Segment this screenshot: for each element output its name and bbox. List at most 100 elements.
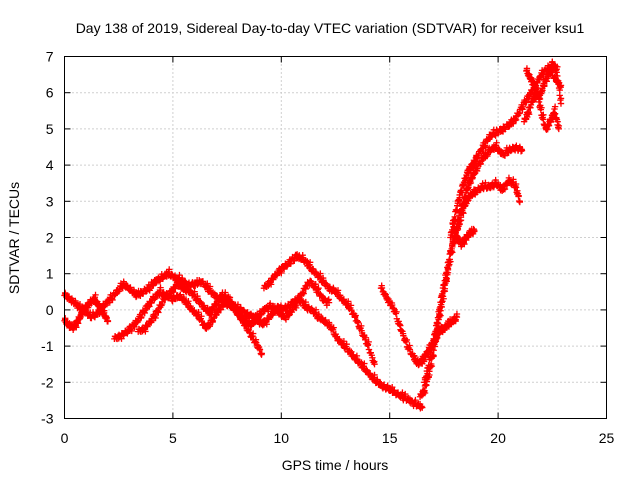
y-tick-label: -2 xyxy=(41,374,54,390)
data-point xyxy=(330,324,337,331)
data-point xyxy=(436,304,444,312)
points-layer xyxy=(61,58,565,412)
data-point xyxy=(371,371,378,379)
data-point xyxy=(73,324,80,331)
x-tick-label: 15 xyxy=(382,430,398,446)
data-point xyxy=(278,269,285,277)
data-point xyxy=(403,336,410,344)
data-point xyxy=(518,147,526,154)
data-point xyxy=(299,289,307,296)
series-sat-k xyxy=(449,217,478,250)
data-point xyxy=(481,142,488,149)
series-sat-e xyxy=(260,251,378,368)
data-point xyxy=(493,139,500,146)
data-point xyxy=(439,290,446,298)
data-point xyxy=(525,111,533,118)
data-point xyxy=(421,389,429,397)
data-point xyxy=(467,179,475,187)
data-point xyxy=(104,317,112,324)
data-point xyxy=(434,320,442,327)
data-point xyxy=(292,304,300,312)
data-point xyxy=(441,277,449,284)
data-point xyxy=(505,123,513,131)
data-point xyxy=(419,404,426,411)
series-sat-d xyxy=(135,278,265,358)
data-point xyxy=(365,338,372,346)
data-point xyxy=(287,260,295,267)
data-point xyxy=(204,280,211,287)
y-tick-label: 4 xyxy=(46,157,54,173)
data-point xyxy=(432,330,440,337)
data-point xyxy=(306,259,314,266)
data-point xyxy=(354,318,361,325)
data-point xyxy=(495,145,502,153)
data-point xyxy=(393,308,400,316)
data-point xyxy=(348,306,355,314)
y-tick-label: 0 xyxy=(46,302,54,318)
data-point xyxy=(453,313,461,321)
data-point xyxy=(461,240,468,248)
data-point xyxy=(314,286,322,293)
data-point xyxy=(166,266,173,273)
data-point xyxy=(362,334,370,341)
ticks-layer: 0 5 10 15 20 25 -3 -2 -1 0 1 2 3 4 5 6 7 xyxy=(41,49,614,447)
data-point xyxy=(148,299,155,306)
data-point xyxy=(99,302,106,310)
data-point xyxy=(273,309,281,317)
data-point xyxy=(128,327,135,335)
data-point xyxy=(283,307,290,314)
data-point xyxy=(195,309,202,316)
data-point xyxy=(395,318,402,325)
data-point xyxy=(406,346,414,353)
data-point xyxy=(92,291,99,299)
data-point xyxy=(555,125,563,133)
y-tick-label: -3 xyxy=(41,411,54,427)
y-tick-label: -1 xyxy=(41,338,54,354)
data-point xyxy=(263,321,270,328)
data-point xyxy=(118,335,125,342)
data-point xyxy=(142,328,149,335)
data-point xyxy=(239,313,247,320)
series-sat-l xyxy=(520,89,563,133)
data-point xyxy=(538,104,545,111)
data-point xyxy=(445,256,453,264)
data-point xyxy=(399,389,406,396)
data-point xyxy=(191,288,198,295)
data-point xyxy=(554,63,561,71)
data-point xyxy=(249,330,257,337)
data-point xyxy=(317,270,324,277)
data-point xyxy=(434,314,442,321)
data-point xyxy=(371,361,378,368)
data-point xyxy=(382,291,389,298)
data-point xyxy=(302,285,309,293)
data-point xyxy=(258,350,265,357)
data-point xyxy=(312,280,319,288)
data-point xyxy=(361,360,368,367)
data-point xyxy=(418,403,425,410)
x-tick-label: 25 xyxy=(599,430,615,446)
x-tick-label: 5 xyxy=(169,430,177,446)
data-point xyxy=(350,351,357,359)
data-point xyxy=(396,321,403,328)
y-tick-label: 3 xyxy=(46,193,54,209)
data-point xyxy=(479,147,486,155)
y-tick-label: 1 xyxy=(46,266,54,282)
data-point xyxy=(246,329,253,337)
data-point xyxy=(228,298,236,306)
data-point xyxy=(426,364,433,371)
grid-layer xyxy=(64,56,607,419)
chart-title: Day 138 of 2019, Sidereal Day-to-day VTE… xyxy=(76,20,585,36)
data-point xyxy=(459,189,466,197)
data-point xyxy=(108,295,116,302)
data-point xyxy=(285,312,293,319)
data-point xyxy=(378,284,386,292)
data-point xyxy=(519,103,527,110)
y-axis-label: SDTVAR / TECUs xyxy=(6,182,22,294)
data-point xyxy=(267,281,275,288)
x-tick-label: 0 xyxy=(61,430,69,446)
data-point xyxy=(516,198,523,205)
y-tick-label: 5 xyxy=(46,121,54,137)
data-point xyxy=(151,296,158,303)
series-sat-g xyxy=(377,282,461,369)
